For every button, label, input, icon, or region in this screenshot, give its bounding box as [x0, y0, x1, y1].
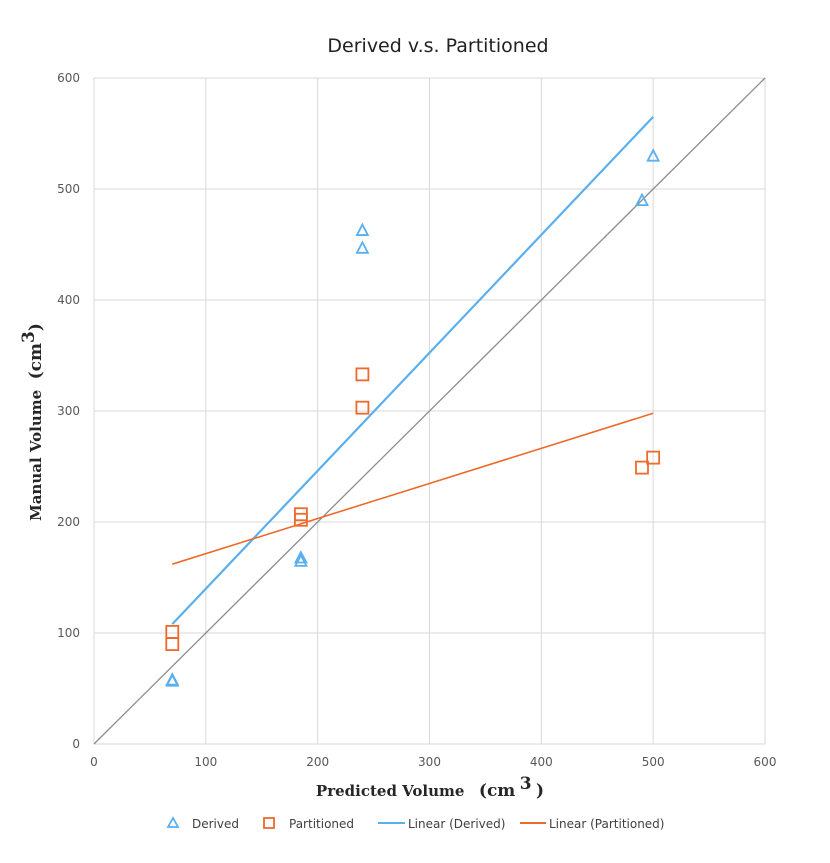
legend-label-derived: Derived	[192, 817, 239, 831]
data-point-derived	[293, 553, 308, 567]
x-tick-label: 0	[90, 755, 98, 769]
lines-layer	[93, 77, 766, 745]
data-point-partitioned	[293, 512, 308, 527]
data-point-derived	[355, 240, 370, 254]
y-tick-label: 0	[72, 737, 80, 751]
x-axis-label-text: Predicted Volume	[316, 782, 465, 800]
y-axis-label: Manual Volume (cm3)	[19, 323, 46, 521]
legend-item-partitioned: Partitioned	[263, 817, 354, 831]
y-tick-label: 600	[57, 71, 80, 85]
y-tick-label: 300	[57, 404, 80, 418]
x-axis-label-unit: cm	[487, 781, 515, 801]
data-point-partitioned	[646, 450, 661, 465]
data-point-derived	[646, 148, 661, 162]
x-axis-label-open-paren: (	[479, 781, 487, 801]
legend-label-partitioned: Partitioned	[289, 817, 354, 831]
legend-item-derived: Derived	[166, 816, 239, 831]
data-point-partitioned	[355, 367, 370, 382]
x-tick-label: 100	[194, 755, 217, 769]
legend-item-linear-derived: Linear (Derived)	[378, 817, 505, 831]
markers-layer	[165, 148, 661, 687]
data-point-derived	[634, 192, 649, 207]
data-point-partitioned	[635, 460, 649, 475]
x-tick-label: 200	[306, 755, 329, 769]
data-point-derived	[293, 550, 308, 564]
data-point-derived	[165, 673, 180, 687]
y-axis-label-unit: cm	[26, 343, 46, 371]
legend-label-linear-partitioned: Linear (Partitioned)	[549, 817, 664, 831]
x-axis-label-close-paren: )	[536, 781, 544, 801]
data-point-partitioned	[165, 637, 180, 651]
x-tick-label: 600	[754, 755, 777, 769]
y-tick-label: 100	[57, 626, 80, 640]
tick-labels: 0 100 200 300 400 500 600 0 100 200 300 400 500 600	[57, 71, 776, 769]
y-tick-label: 200	[57, 515, 80, 529]
legend-triangle-icon	[166, 816, 180, 828]
x-axis-label: Predicted Volume (cm 3 )	[316, 774, 544, 801]
y-axis-label-close-paren: )	[26, 323, 46, 331]
y-axis-label-unit-exp: 3	[19, 331, 39, 343]
x-axis-label-unit-exp: 3	[520, 774, 532, 794]
trendline-partitioned	[172, 412, 654, 565]
legend-square-icon	[263, 817, 275, 829]
chart-title: Derived v.s. Partitioned	[327, 35, 548, 57]
reference-line	[93, 77, 766, 745]
data-point-derived	[355, 222, 370, 236]
legend-item-linear-partitioned: Linear (Partitioned)	[520, 817, 664, 831]
y-tick-label: 500	[57, 182, 80, 196]
data-point-partitioned	[355, 400, 370, 415]
y-axis-label-text: Manual Volume	[27, 390, 45, 521]
y-tick-label: 400	[57, 293, 80, 307]
x-tick-label: 500	[642, 755, 665, 769]
legend-label-linear-derived: Linear (Derived)	[408, 817, 505, 831]
x-tick-label: 400	[530, 755, 553, 769]
y-axis-label-open-paren: (	[26, 371, 46, 379]
x-tick-label: 300	[418, 755, 441, 769]
legend: Derived Partitioned Linear (Derived) Lin…	[166, 816, 664, 831]
